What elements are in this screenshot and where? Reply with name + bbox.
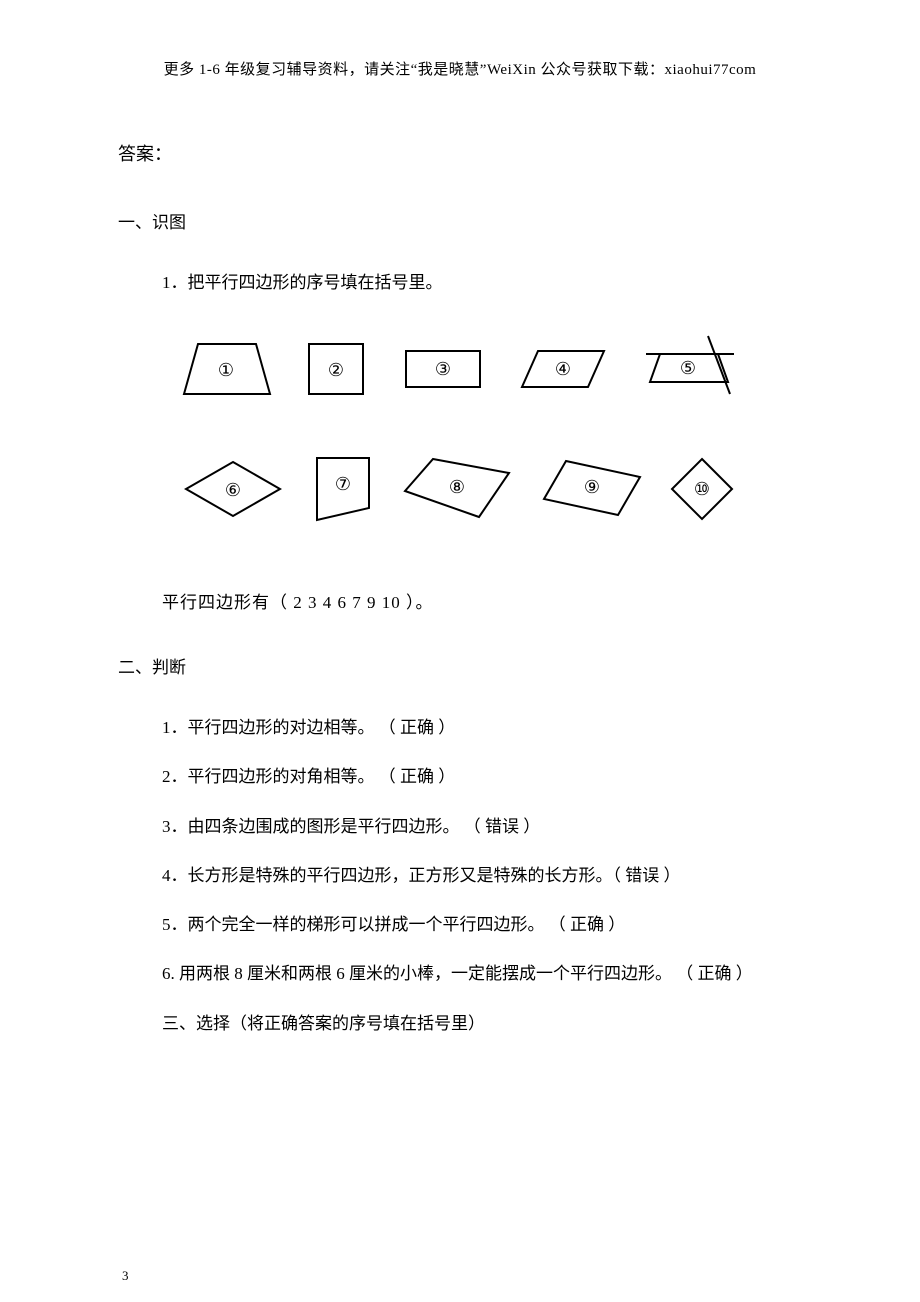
shape-label-1: ① — [218, 360, 234, 380]
section2-title: 二、判断 — [118, 653, 818, 678]
content-area: 答案： 一、识图 1．把平行四边形的序号填在括号里。 ① ② ③ — [118, 140, 818, 1034]
judge-item-1: 1．平行四边形的对边相等。 （ 正确 ） — [162, 714, 818, 741]
shape-6-rhombus: ⑥ — [178, 454, 288, 524]
shape-2-square: ② — [301, 336, 371, 402]
shapes-area: ① ② ③ ④ — [178, 324, 738, 544]
shape-1-trapezoid: ① — [178, 336, 273, 402]
page-header: 更多 1-6 年级复习辅导资料，请关注“我是晓慧”WeiXin 公众号获取下载：… — [0, 58, 920, 79]
section1-q1: 1．把平行四边形的序号填在括号里。 — [162, 269, 818, 296]
shape-row-1: ① ② ③ ④ — [178, 324, 738, 414]
shape-10-diamond: ⑩ — [666, 453, 738, 525]
section1-fill: 平行四边形有（ 2 3 4 6 7 9 10 ）。 — [162, 588, 818, 613]
shape-label-8: ⑧ — [449, 477, 465, 497]
shape-label-4: ④ — [554, 359, 570, 379]
section1-title: 一、识图 — [118, 208, 818, 233]
shape-8-quadrilateral: ⑧ — [397, 451, 517, 527]
shape-5-crossed: ⑤ — [638, 334, 738, 404]
answer-title: 答案： — [118, 140, 818, 166]
judge-item-3: 3．由四条边围成的图形是平行四边形。 （ 错误 ） — [162, 813, 818, 840]
shape-label-5: ⑤ — [680, 358, 696, 378]
judge-item-6: 6. 用两根 8 厘米和两根 6 厘米的小棒，一定能摆成一个平行四边形。 （ 正… — [162, 960, 818, 987]
shape-label-10: ⑩ — [694, 479, 710, 499]
shape-label-3: ③ — [435, 359, 451, 379]
shape-3-rectangle: ③ — [398, 339, 488, 399]
shape-4-parallelogram: ④ — [516, 339, 611, 399]
shape-label-2: ② — [327, 360, 343, 380]
shape-7-irregular: ⑦ — [307, 450, 379, 528]
judge-item-5: 5．两个完全一样的梯形可以拼成一个平行四边形。 （ 正确 ） — [162, 911, 818, 938]
judge-item-2: 2．平行四边形的对角相等。 （ 正确 ） — [162, 763, 818, 790]
shape-label-9: ⑨ — [583, 477, 599, 497]
section3-title: 三、选择（将正确答案的序号填在括号里） — [162, 1009, 818, 1034]
shape-row-2: ⑥ ⑦ ⑧ ⑨ — [178, 444, 738, 534]
judge-item-4: 4．长方形是特殊的平行四边形，正方形又是特殊的长方形。（ 错误 ） — [162, 862, 818, 889]
shape-9-parallelogram-tilt: ⑨ — [536, 453, 648, 525]
shape-label-6: ⑥ — [225, 480, 241, 500]
page-number: 3 — [122, 1268, 129, 1284]
shape-label-7: ⑦ — [334, 474, 350, 494]
